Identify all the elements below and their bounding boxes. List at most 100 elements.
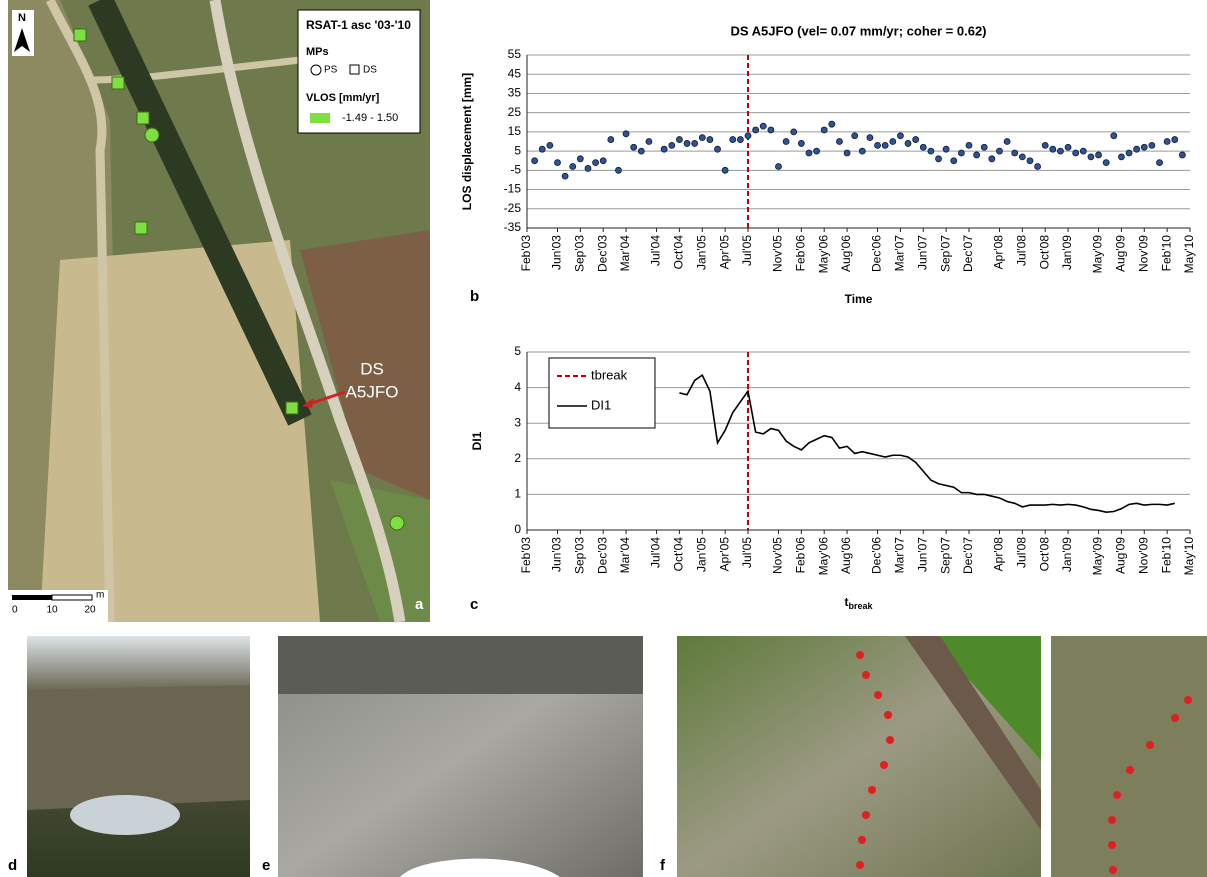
- data-point: [1125, 149, 1133, 157]
- road: [89, 56, 301, 84]
- data-point: [957, 149, 965, 157]
- x-tick-label: Sep'03: [573, 235, 587, 272]
- data-point: [691, 140, 699, 147]
- legend-title: RSAT-1 asc '03-'10: [306, 18, 411, 32]
- crack-trace: [856, 651, 894, 869]
- x-tick-label: Jul'08: [1015, 235, 1029, 266]
- y-tick-label: 0: [514, 522, 521, 536]
- data-point: [1003, 138, 1011, 145]
- data-point: [1140, 143, 1148, 151]
- x-tick-label: Aug'06: [839, 235, 853, 272]
- data-point: [1018, 153, 1026, 161]
- data-point: [973, 151, 981, 159]
- y-tick-label: -15: [504, 182, 522, 196]
- annotation: DS: [360, 359, 384, 378]
- x-tick-label: Apr'08: [992, 235, 1006, 270]
- map: N RSAT-1 asc '03-'10 MPs PS DS VLOS [mm/…: [8, 0, 430, 623]
- ds-marker: [111, 76, 125, 90]
- x-axis-label: Time: [845, 292, 873, 306]
- x-tick-label: Dec'03: [595, 235, 609, 272]
- x-axis-label-sub: break: [848, 601, 873, 611]
- data-point: [1087, 153, 1095, 161]
- crack-dot: [1108, 816, 1116, 824]
- data-point: [1102, 159, 1110, 167]
- scale-bar: [12, 595, 52, 600]
- data-point: [729, 136, 737, 143]
- data-point: [1171, 136, 1179, 143]
- data-point: [683, 140, 691, 147]
- x-tick-label: Dec'06: [870, 537, 884, 574]
- data-point: [1148, 141, 1156, 149]
- ds-symbol: [349, 64, 360, 75]
- data-point: [897, 132, 904, 140]
- x-tick-label: Apr'05: [717, 235, 731, 270]
- y-tick-label: 1: [514, 487, 521, 501]
- aqueduct-wall: [27, 685, 250, 810]
- data-point: [736, 136, 744, 143]
- x-tick-label: Mar'04: [618, 235, 632, 272]
- x-tick-label: May'10: [1182, 235, 1196, 274]
- x-tick-label: May'09: [1091, 235, 1105, 274]
- data-point: [919, 143, 927, 151]
- x-tick-label: Jun'07: [915, 537, 929, 572]
- x-tick-label: Jul'04: [649, 537, 663, 568]
- data-point: [1041, 141, 1049, 149]
- data-point: [630, 143, 638, 151]
- data-point: [1057, 147, 1064, 155]
- data-point: [904, 140, 912, 147]
- vlos-range: -1.49 - 1.50: [342, 112, 398, 124]
- x-tick-label: Sep'07: [938, 235, 952, 272]
- y-tick-label: 25: [508, 105, 522, 119]
- data-point: [584, 165, 592, 172]
- x-tick-label: May'10: [1182, 537, 1196, 576]
- x-tick-label: Dec'07: [961, 537, 975, 574]
- data-point: [676, 136, 683, 143]
- x-tick-label: Dec'03: [595, 537, 609, 574]
- scale-bar: [51, 594, 93, 601]
- y-tick-label: 4: [514, 380, 521, 394]
- y-tick-label: -5: [510, 163, 521, 177]
- data-point: [942, 145, 950, 153]
- x-tick-label: Nov'05: [771, 537, 785, 574]
- data-point: [637, 147, 645, 155]
- data-point: [1072, 149, 1080, 157]
- photo-f2: [1051, 636, 1207, 877]
- crack-dot: [862, 671, 870, 679]
- data-point: [1156, 159, 1163, 167]
- x-tick-label: May'06: [816, 235, 830, 274]
- x-tick-label: Oct'08: [1037, 235, 1051, 270]
- x-axis-label-main: t: [844, 595, 848, 609]
- mps-label: MPs: [306, 46, 329, 58]
- y-tick-label: 15: [508, 124, 522, 138]
- photos: d e f: [8, 636, 1207, 877]
- data-point: [668, 141, 676, 149]
- y-tick-label: 45: [508, 66, 522, 80]
- data-point: [1034, 163, 1041, 170]
- x-tick-label: Apr'08: [992, 537, 1006, 572]
- x-tick-label: Feb'03: [519, 537, 533, 574]
- panel-label: d: [8, 857, 17, 874]
- x-tick-label: Jun'03: [550, 235, 564, 270]
- x-tick-label: Sep'03: [573, 537, 587, 574]
- x-tick-label: Jul'08: [1015, 537, 1029, 568]
- arch-opening: [70, 795, 180, 835]
- crack-dot: [1108, 841, 1116, 849]
- data-point: [797, 140, 805, 147]
- data-point: [874, 141, 881, 149]
- data-point: [1079, 147, 1087, 155]
- north-arrow: [14, 28, 30, 52]
- data-point: [576, 155, 584, 163]
- ps-marker: [144, 127, 160, 143]
- data-point: [782, 138, 790, 145]
- data-point: [554, 159, 561, 167]
- data-point: [706, 136, 714, 143]
- ps-marker: [389, 515, 405, 531]
- upper-block: [278, 636, 643, 694]
- scale-label: 20: [84, 605, 96, 616]
- chart-title: DS A5JFO (vel= 0.07 mm/yr; coher = 0.62): [730, 23, 986, 38]
- y-tick-label: 5: [514, 143, 521, 157]
- data-point: [912, 136, 920, 143]
- x-tick-label: Nov'09: [1136, 235, 1150, 272]
- data-point: [836, 138, 843, 145]
- x-tick-label: Jul'04: [649, 235, 663, 266]
